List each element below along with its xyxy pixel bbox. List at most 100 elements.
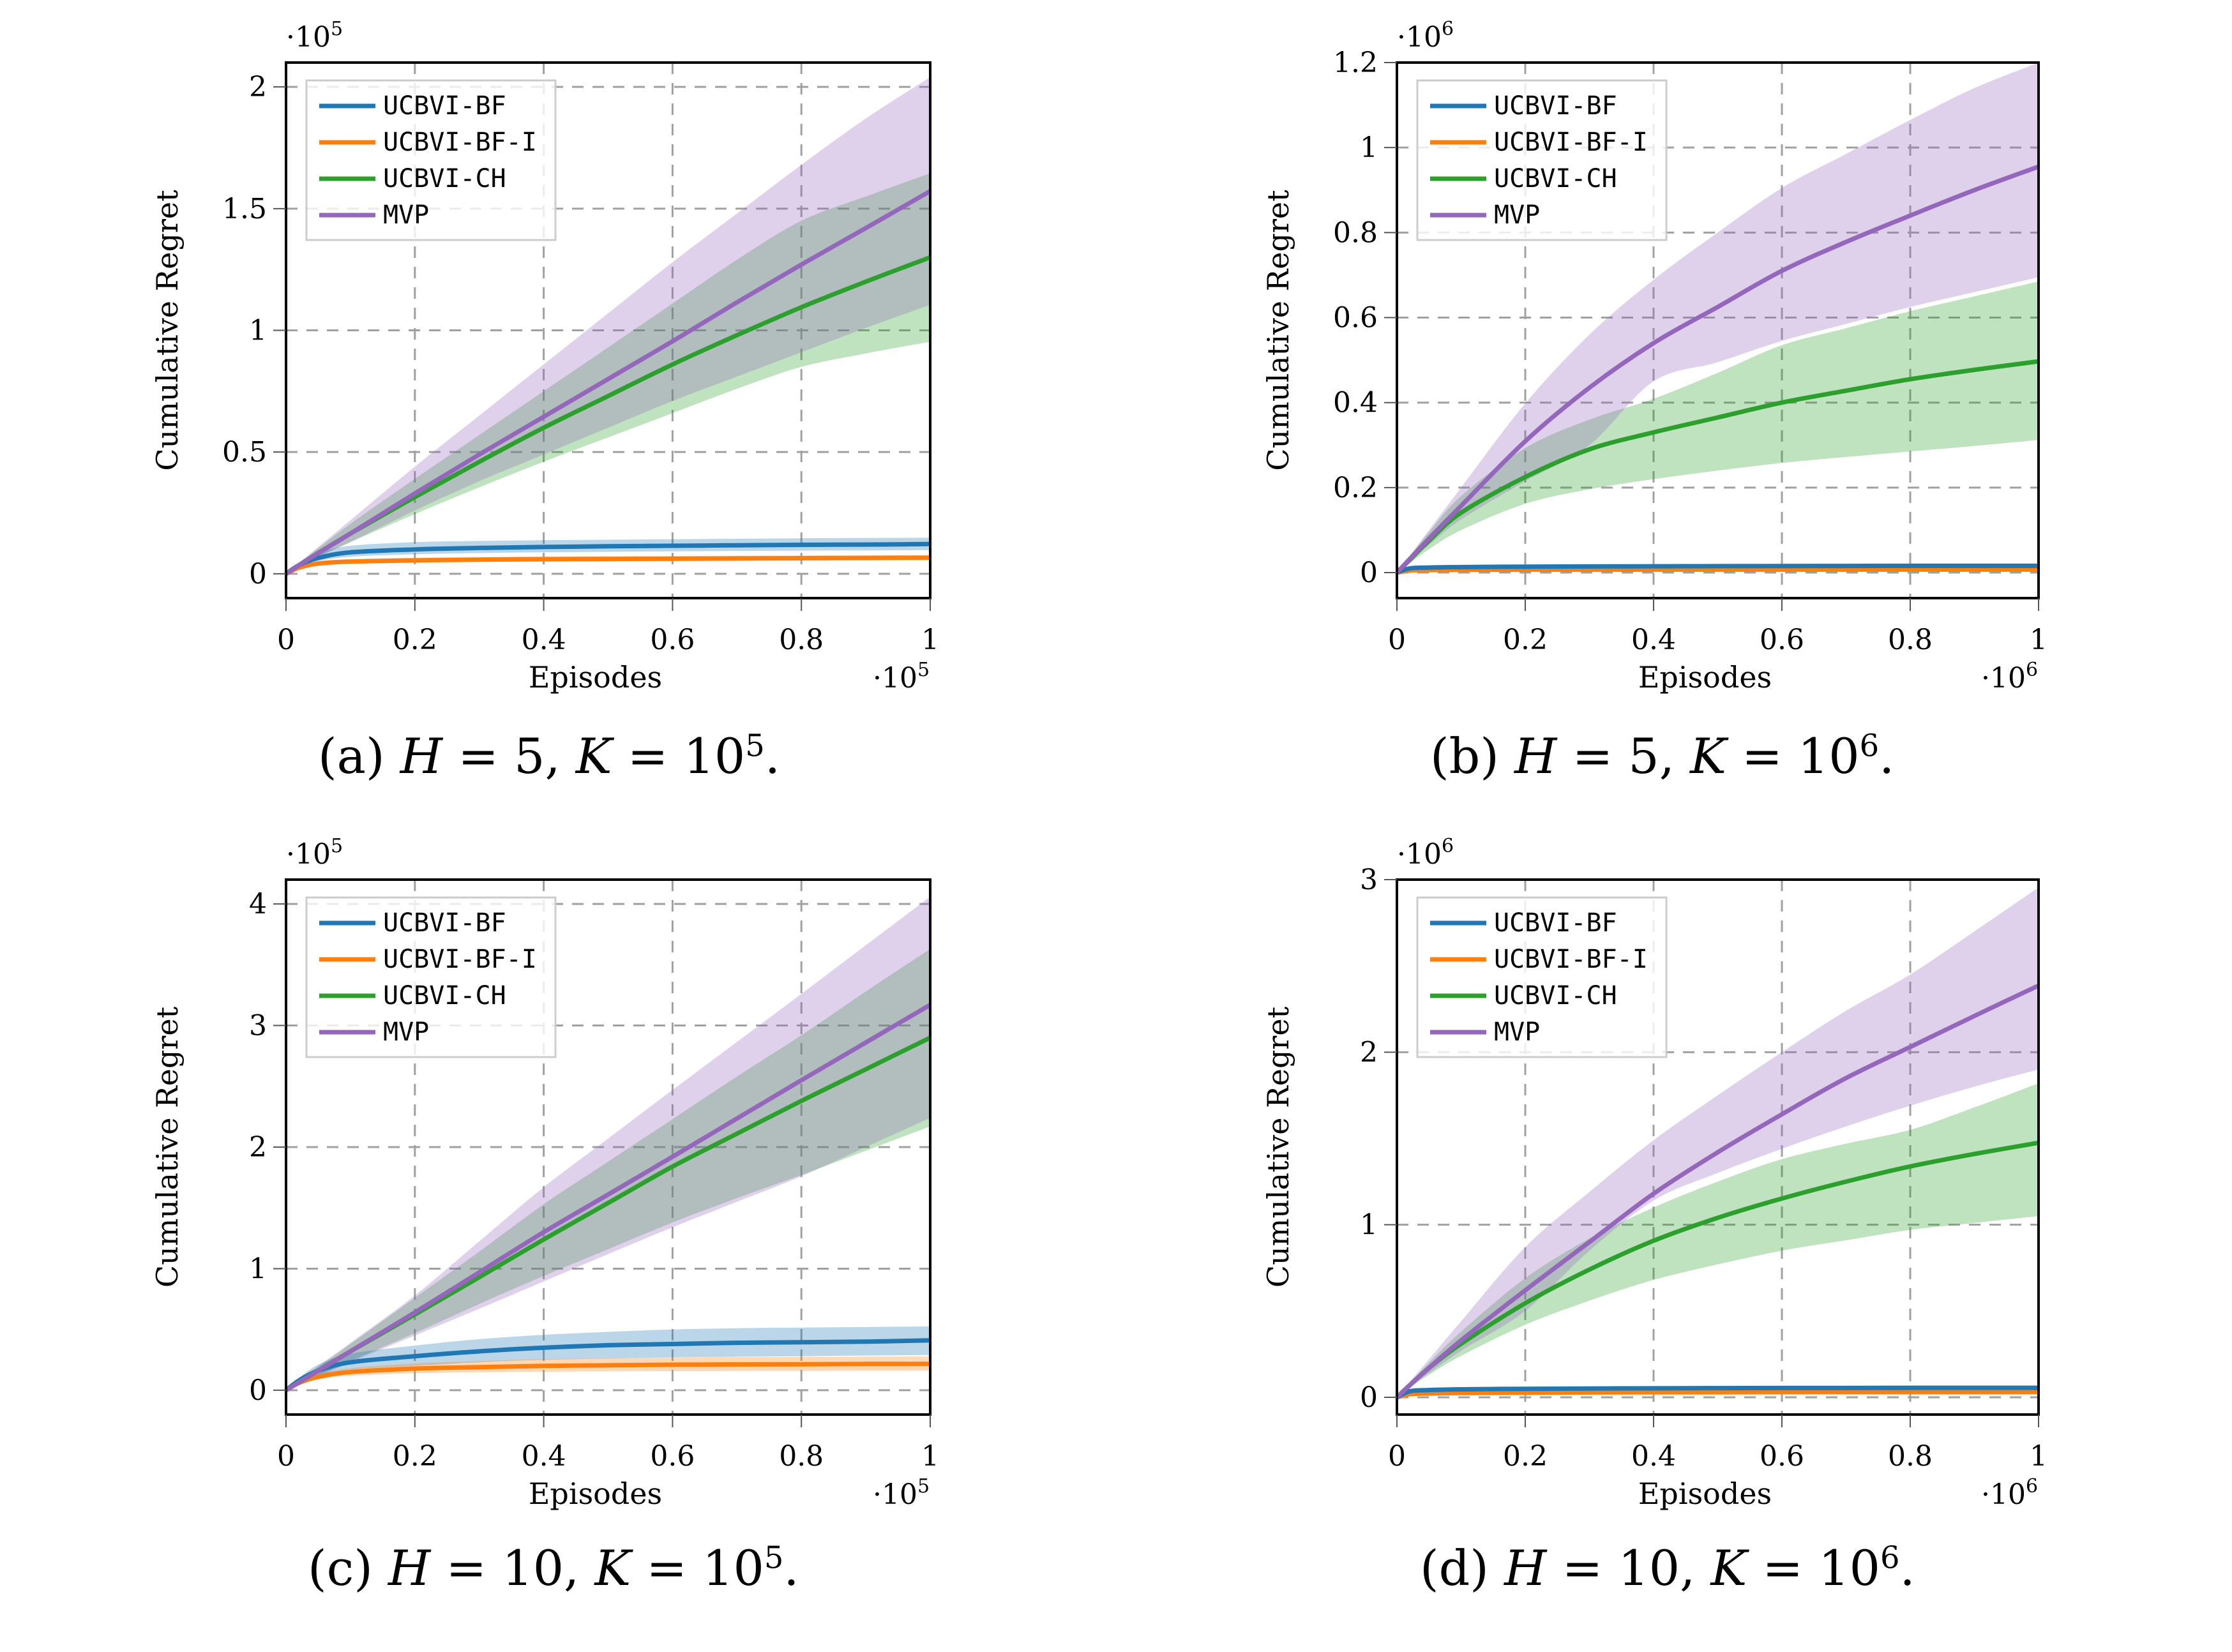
y-tick-label: 2 xyxy=(249,1131,267,1164)
y-axis-label: Cumulative Regret xyxy=(150,1006,185,1288)
x-tick-label: 0.8 xyxy=(1888,1440,1933,1473)
panel-b: 0 0.2 0.4 0.6 0.8 1 0 0.2 0.4 0.6 0.8 1 1.2 ·106 ·106 E… xyxy=(1116,0,2232,826)
legend-label: UCBVI-CH xyxy=(383,981,506,1010)
x-tick-label: 0.2 xyxy=(393,1440,437,1473)
x-tick-label: 0.6 xyxy=(650,624,695,656)
legend-item-ucbvi-ch: UCBVI-CH xyxy=(319,981,506,1010)
caption-a-K-value: = 10 xyxy=(627,728,746,785)
caption-a-period: . xyxy=(764,728,780,785)
line-ucbvi-bf xyxy=(286,541,930,576)
caption-b: (b) H = 5, K = 106. xyxy=(1430,728,1894,785)
y-tick-label: 4 xyxy=(249,888,267,920)
axes-frame-d xyxy=(1396,878,2040,1416)
caption-a: (a) H = 5, K = 105. xyxy=(318,728,780,785)
y-tick-label: 0.2 xyxy=(1333,472,1378,504)
caption-d-H-value: = 10, xyxy=(1562,1540,1696,1596)
line-mvp xyxy=(286,189,930,576)
x-multiplier: ·105 xyxy=(873,1475,930,1511)
caption-a-exponent: 5 xyxy=(745,728,765,764)
band-ucbvi-ch xyxy=(1397,1083,2039,1397)
x-tick-label: 0.8 xyxy=(779,1440,824,1473)
legend-item-ucbvi-ch: UCBVI-CH xyxy=(319,164,506,193)
x-tick-label: 0.8 xyxy=(779,624,824,656)
legend-item-ucbvi-ch: UCBVI-CH xyxy=(1430,981,1617,1010)
x-tick-label: 0 xyxy=(1388,624,1406,656)
panel-a: 0 0.2 0.4 0.6 0.8 1 0 0.5 1 1.5 2 ·105 ·105 Episodes C… xyxy=(0,0,1116,826)
y-multiplier: ·105 xyxy=(286,835,343,871)
caption-b-H: H xyxy=(1514,728,1557,785)
caption-a-H-value: = 5, xyxy=(458,728,561,785)
line-ucbvi-bf xyxy=(1397,563,2039,575)
caption-c: (c) H = 10, K = 105. xyxy=(308,1540,799,1596)
caption-c-period: . xyxy=(783,1540,799,1596)
y-tick-label: 0 xyxy=(1360,1381,1378,1414)
line-ucbvi-bf-i xyxy=(286,1362,930,1392)
caption-a-prefix: (a) xyxy=(318,728,385,785)
x-axis-label: Episodes xyxy=(529,660,662,695)
band-ucbvi-ch xyxy=(1397,281,2039,573)
caption-c-H-value: = 10, xyxy=(446,1540,580,1596)
y-tick-label: 2 xyxy=(249,71,267,103)
line-mvp xyxy=(286,1003,930,1392)
y-tick-label: 1 xyxy=(1360,131,1378,164)
legend-a: UCBVI-BF UCBVI-BF-I UCBVI-CH MVP xyxy=(305,79,557,241)
legend-label: UCBVI-BF xyxy=(383,91,506,121)
legend-label: MVP xyxy=(383,1017,429,1047)
legend-label: MVP xyxy=(383,200,429,230)
lines-a xyxy=(286,189,930,576)
lines-b xyxy=(1397,164,2039,575)
line-ucbvi-bf-i xyxy=(1397,567,2039,575)
legend-b: UCBVI-BF UCBVI-BF-I UCBVI-CH MVP xyxy=(1416,79,1668,241)
legend-label: UCBVI-CH xyxy=(1494,981,1617,1010)
x-tick-label: 0.2 xyxy=(393,624,437,656)
legend-item-ucbvi-bf: UCBVI-BF xyxy=(319,91,506,121)
line-ucbvi-bf-i xyxy=(286,555,930,576)
x-tick-label: 0.6 xyxy=(1760,1440,1804,1473)
x-axis-label: Episodes xyxy=(1638,660,1772,695)
legend-item-ucbvi-bf: UCBVI-BF xyxy=(1430,91,1617,121)
panel-c: 0 0.2 0.4 0.6 0.8 1 0 1 2 3 4 ·105 ·105 Episodes Cumul… xyxy=(0,826,1116,1652)
y-tick-label: 1 xyxy=(249,1252,267,1285)
caption-d: (d) H = 10, K = 106. xyxy=(1420,1540,1915,1596)
legend-label: UCBVI-BF xyxy=(383,908,506,938)
caption-b-K: K xyxy=(1690,728,1726,785)
y-tick-label: 1.5 xyxy=(222,193,267,225)
caption-c-K: K xyxy=(594,1540,631,1596)
x-tick-label: 0.6 xyxy=(650,1440,695,1473)
line-mvp xyxy=(1397,164,2039,574)
legend-label: UCBVI-BF-I xyxy=(1494,128,1648,157)
legend-label: UCBVI-BF xyxy=(1494,91,1617,121)
y-tick-label: 1 xyxy=(249,315,267,347)
x-tick-label: 0.4 xyxy=(1631,1440,1676,1473)
x-tick-label: 0 xyxy=(1388,1440,1406,1473)
axes-a: 0 0.2 0.4 0.6 0.8 1 0 0.5 1 1.5 2 ·105 ·105 Episodes C… xyxy=(150,18,939,695)
y-tick-label: 0 xyxy=(249,1374,267,1407)
y-axis-label: Cumulative Regret xyxy=(1261,190,1295,471)
band-mvp xyxy=(286,896,930,1390)
y-tick-label: 0.4 xyxy=(1333,387,1378,419)
legend-label: UCBVI-CH xyxy=(383,164,506,193)
caption-d-H: H xyxy=(1504,1540,1547,1596)
legend-label: UCBVI-BF xyxy=(1494,908,1617,938)
axes-c: 0 0.2 0.4 0.6 0.8 1 0 1 2 3 4 ·105 ·105 Episodes Cumul… xyxy=(150,835,939,1511)
x-multiplier: ·106 xyxy=(1981,659,2038,695)
axes-frame-b xyxy=(1396,61,2040,599)
caption-c-exponent: 5 xyxy=(764,1540,784,1576)
caption-c-H: H xyxy=(388,1540,431,1596)
caption-b-prefix: (b) xyxy=(1430,728,1499,785)
legend-item-ucbvi-bf: UCBVI-BF xyxy=(319,908,506,938)
chart-a-svg: 0 0.2 0.4 0.6 0.8 1 0 0.5 1 1.5 2 ·105 ·105 Episodes C… xyxy=(150,18,939,695)
y-tick-label: 2 xyxy=(1360,1036,1378,1069)
y-tick-label: 1.2 xyxy=(1333,47,1378,79)
legend-item-ucbvi-bf-i: UCBVI-BF-I xyxy=(1430,128,1648,157)
axes-b: 0 0.2 0.4 0.6 0.8 1 0 0.2 0.4 0.6 0.8 1 1.2 ·106 ·106 E… xyxy=(1261,18,2047,695)
legend-item-ucbvi-bf-i: UCBVI-BF-I xyxy=(319,128,537,157)
y-tick-label: 0.6 xyxy=(1333,302,1378,334)
legend-label: MVP xyxy=(1494,1017,1540,1047)
axes-d: 0 0.2 0.4 0.6 0.8 1 0 1 2 3 ·106 ·106 Episodes Cumula… xyxy=(1261,835,2047,1511)
legend-item-ucbvi-bf-i: UCBVI-BF-I xyxy=(1430,945,1648,974)
x-tick-label: 0.4 xyxy=(522,1440,566,1473)
caption-a-K: K xyxy=(575,728,612,785)
x-tick-label: 0 xyxy=(277,624,295,656)
caption-d-exponent: 6 xyxy=(1880,1540,1900,1576)
